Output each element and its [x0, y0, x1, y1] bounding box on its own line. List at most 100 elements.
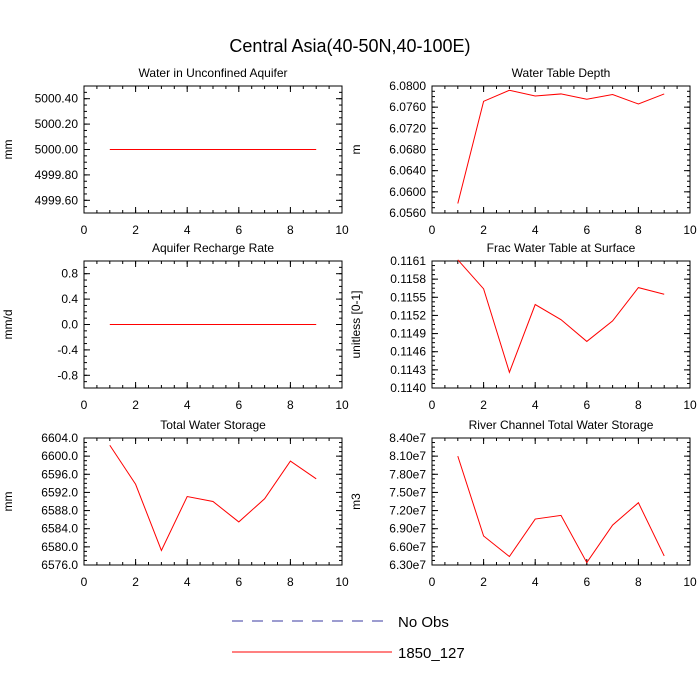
y-tick-label: 8.40e7	[389, 431, 426, 445]
y-tick-label: 4999.60	[35, 193, 79, 207]
x-tick-label: 4	[184, 223, 191, 237]
y-tick-label: 5000.00	[35, 143, 79, 157]
legend: No Obs 1850_127	[232, 614, 465, 662]
x-tick-label: 10	[683, 575, 697, 589]
y-tick-label: 6.0800	[389, 79, 426, 93]
legend-no-obs-label: No Obs	[398, 614, 449, 631]
x-tick-label: 8	[635, 575, 642, 589]
x-tick-label: 0	[429, 575, 436, 589]
panels: Water in Unconfined Aquifer mm 0 2 4 6 8 10 4999…	[1, 66, 697, 589]
x-tick-label: 4	[532, 398, 539, 412]
y-axis-label: mm	[1, 492, 15, 512]
y-tick-label: 4999.80	[35, 168, 79, 182]
panel-title: River Channel Total Water Storage	[469, 418, 654, 432]
x-tick-label: 10	[335, 398, 349, 412]
x-tick-label: 0	[81, 398, 88, 412]
x-tick-label: 10	[335, 575, 349, 589]
y-tick-label: 7.50e7	[389, 485, 426, 499]
y-tick-label: 6.0680	[389, 143, 426, 157]
x-tick-label: 10	[683, 398, 697, 412]
x-tick-label: 2	[480, 223, 487, 237]
y-axis-label: m3	[349, 493, 363, 510]
y-tick-label: 0.1143	[390, 363, 426, 377]
y-tick-label: 7.80e7	[389, 467, 426, 481]
x-tick-label: 8	[635, 398, 642, 412]
y-tick-label: -0.8	[57, 368, 78, 382]
y-tick-label: 0.1155	[390, 290, 426, 304]
x-tick-label: 6	[583, 223, 590, 237]
y-tick-label: 0.1152	[390, 308, 426, 322]
y-axis-label: unitless [0-1]	[349, 290, 363, 358]
y-tick-label: 0.1149	[390, 327, 426, 341]
y-tick-label: 6580.0	[41, 540, 78, 554]
x-tick-label: 4	[532, 223, 539, 237]
x-tick-label: 4	[184, 398, 191, 412]
x-tick-label: 8	[287, 223, 294, 237]
y-axis-label: mm	[1, 140, 15, 160]
panel-4: Total Water Storage mm 0 2 4 6 8 10 6576.0 6580.0…	[1, 418, 349, 589]
y-tick-label: 0.1158	[390, 272, 426, 286]
y-tick-label: 6.0760	[389, 100, 426, 114]
x-tick-label: 2	[480, 398, 487, 412]
y-tick-label: 6.0640	[389, 164, 426, 178]
y-tick-label: 0.8	[61, 267, 78, 281]
y-tick-label: 6.0600	[389, 185, 426, 199]
y-tick-label: 6596.0	[41, 467, 78, 481]
plot-frame	[431, 260, 691, 389]
y-tick-label: 0.0	[61, 318, 78, 332]
y-tick-label: 0.1140	[390, 381, 426, 395]
y-tick-label: 6.90e7	[389, 522, 426, 536]
x-tick-label: 0	[81, 223, 88, 237]
y-tick-label: 5000.40	[35, 92, 79, 106]
x-tick-label: 2	[480, 575, 487, 589]
y-tick-label: 6604.0	[41, 431, 78, 445]
x-tick-label: 0	[81, 575, 88, 589]
y-tick-label: 5000.20	[35, 117, 79, 131]
panel-title: Water Table Depth	[512, 66, 611, 80]
series-line-0	[457, 89, 665, 204]
panel-1: Water Table Depth m 0 2 4 6 8 10 6.0560 6.0600 6.0…	[349, 66, 697, 237]
x-tick-label: 4	[184, 575, 191, 589]
panel-0: Water in Unconfined Aquifer mm 0 2 4 6 8 10 4999…	[1, 66, 349, 237]
y-tick-label: 6584.0	[41, 522, 78, 536]
x-tick-label: 10	[683, 223, 697, 237]
x-tick-label: 6	[583, 575, 590, 589]
y-tick-label: 8.10e7	[389, 449, 426, 463]
y-tick-label: 6.60e7	[389, 540, 426, 554]
x-tick-label: 4	[532, 575, 539, 589]
y-tick-label: 6.0720	[389, 121, 426, 135]
x-tick-label: 2	[132, 398, 139, 412]
legend-model-label: 1850_127	[398, 645, 465, 662]
x-tick-label: 6	[235, 575, 242, 589]
x-tick-label: 8	[287, 398, 294, 412]
y-tick-label: 0.1161	[390, 254, 426, 268]
figure-title: Central Asia(40-50N,40-100E)	[229, 36, 470, 56]
y-tick-label: 6600.0	[41, 449, 78, 463]
y-tick-label: 0.4	[61, 292, 78, 306]
panel-title: Total Water Storage	[160, 418, 266, 432]
y-tick-label: 6592.0	[41, 485, 78, 499]
x-tick-label: 2	[132, 223, 139, 237]
x-tick-label: 10	[335, 223, 349, 237]
y-tick-label: 6588.0	[41, 504, 78, 518]
y-tick-label: -0.4	[57, 343, 78, 357]
x-tick-label: 6	[235, 398, 242, 412]
x-tick-label: 0	[429, 223, 436, 237]
y-tick-label: 7.20e7	[389, 504, 426, 518]
y-tick-label: 6.30e7	[389, 558, 426, 572]
x-tick-label: 6	[235, 223, 242, 237]
panel-3: Frac Water Table at Surface unitless [0-1…	[349, 241, 697, 412]
plot-frame	[431, 437, 691, 566]
x-tick-label: 2	[132, 575, 139, 589]
y-tick-label: 6.0560	[389, 206, 426, 220]
panel-title: Water in Unconfined Aquifer	[139, 66, 288, 80]
y-axis-label: mm/d	[1, 310, 15, 340]
series-line-0	[457, 455, 665, 564]
x-tick-label: 0	[429, 398, 436, 412]
panel-5: River Channel Total Water Storage m3 0 2 4 6 8…	[349, 418, 697, 589]
series-line-0	[109, 444, 317, 552]
x-tick-label: 8	[287, 575, 294, 589]
series-line-0	[457, 259, 665, 374]
panel-title: Frac Water Table at Surface	[487, 241, 636, 255]
